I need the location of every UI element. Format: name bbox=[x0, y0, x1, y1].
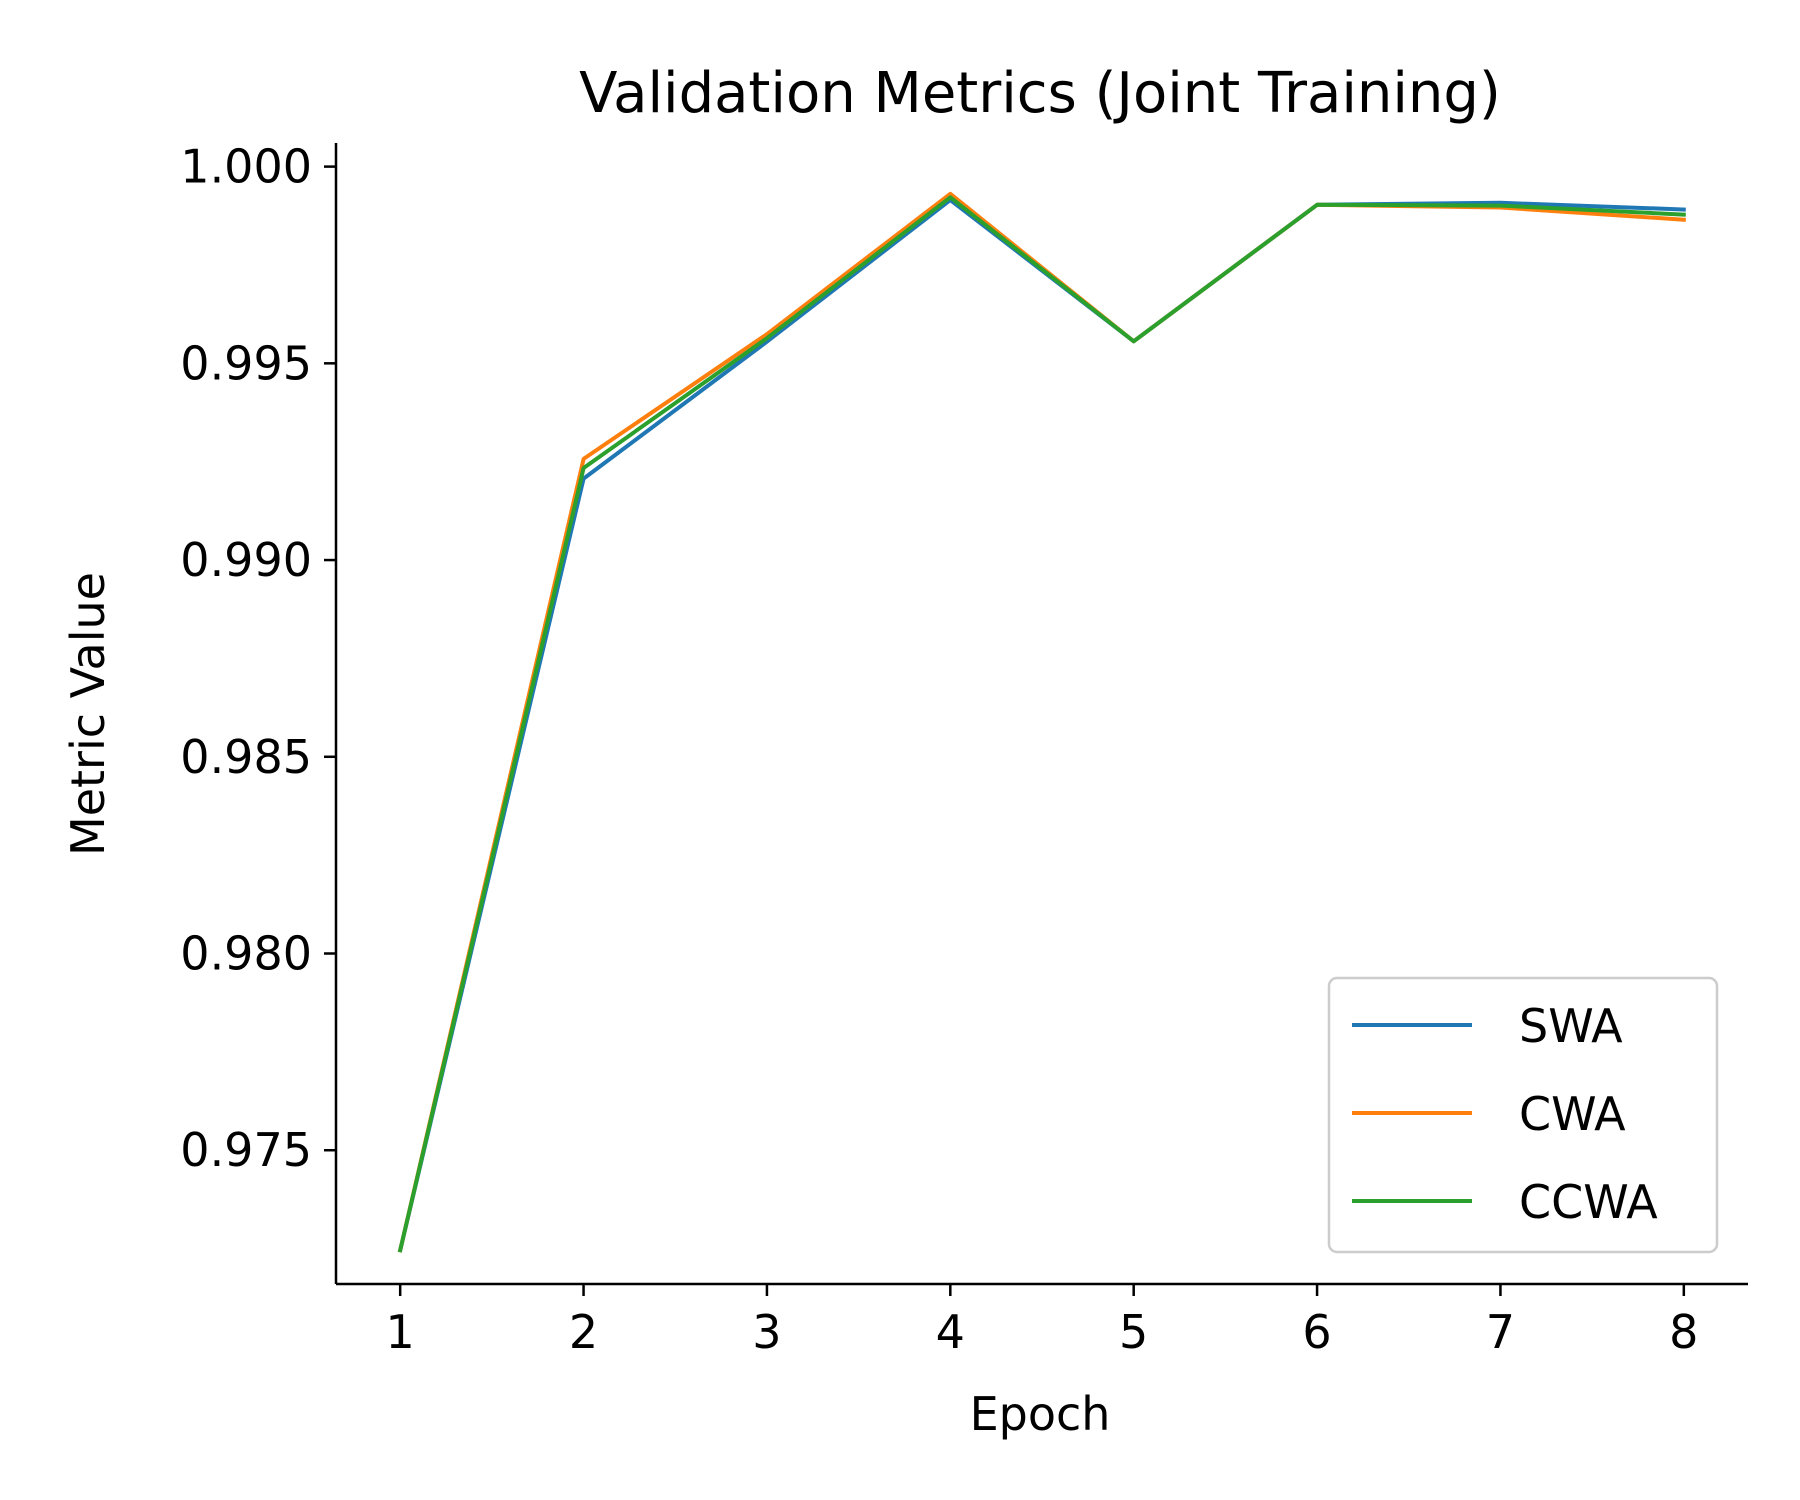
legend: SWA CWA CCWA bbox=[1327, 976, 1719, 1254]
legend-frame bbox=[1327, 976, 1719, 1254]
x-axis-ticks: 1 2 3 4 5 6 7 8 bbox=[386, 1284, 1698, 1359]
x-tick-label: 7 bbox=[1486, 1305, 1515, 1359]
x-tick-label: 1 bbox=[386, 1305, 415, 1359]
x-tick-label: 2 bbox=[569, 1305, 598, 1359]
y-tick-label: 0.980 bbox=[180, 927, 312, 981]
y-axis-label: Metric Value bbox=[61, 572, 115, 856]
y-tick-label: 1.000 bbox=[180, 140, 312, 194]
x-axis-label: Epoch bbox=[970, 1387, 1111, 1441]
series-lines bbox=[397, 191, 1686, 1253]
series-line-ccwa bbox=[397, 195, 1686, 1253]
y-tick-label: 0.975 bbox=[180, 1123, 312, 1177]
x-tick-label: 3 bbox=[752, 1305, 781, 1359]
y-tick-label: 0.985 bbox=[180, 730, 312, 784]
legend-label-cwa: CWA bbox=[1519, 1087, 1626, 1141]
y-axis-ticks: 0.975 0.980 0.985 0.990 0.995 1.000 bbox=[180, 140, 336, 1177]
legend-label-ccwa: CCWA bbox=[1519, 1175, 1658, 1229]
y-tick-label: 0.990 bbox=[180, 533, 312, 587]
y-tick-label: 0.995 bbox=[180, 336, 312, 390]
x-tick-label: 8 bbox=[1669, 1305, 1698, 1359]
x-tick-label: 6 bbox=[1302, 1305, 1331, 1359]
x-tick-label: 5 bbox=[1119, 1305, 1148, 1359]
x-tick-label: 4 bbox=[936, 1305, 965, 1359]
legend-label-swa: SWA bbox=[1519, 999, 1623, 1053]
chart-title: Validation Metrics (Joint Training) bbox=[579, 61, 1501, 126]
